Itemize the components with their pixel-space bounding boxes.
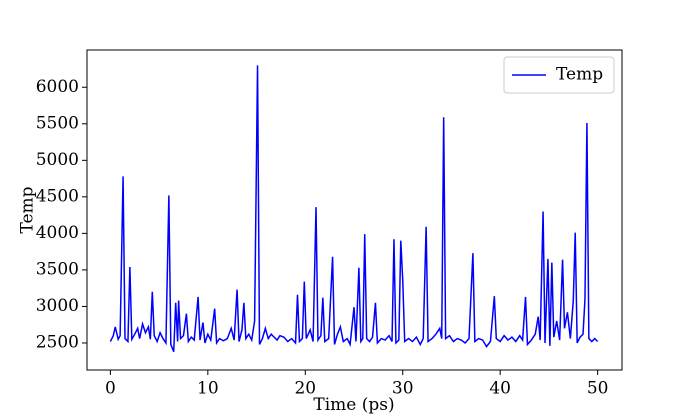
- x-tick-label: 50: [587, 379, 609, 399]
- y-tick-label: 3000: [36, 296, 79, 316]
- y-tick-label: 5500: [36, 113, 79, 133]
- x-tick-label: 10: [197, 379, 219, 399]
- x-tick-label: 30: [392, 379, 414, 399]
- y-tick-label: 5000: [36, 150, 79, 170]
- legend-box: [503, 56, 615, 94]
- y-tick-label: 3500: [36, 259, 79, 279]
- plot-frame: [86, 49, 623, 371]
- x-tick-label: 20: [294, 379, 316, 399]
- line-series: [109, 65, 599, 353]
- y-axis-label: Temp: [18, 186, 38, 233]
- x-tick-label: 0: [105, 379, 116, 399]
- y-tick-label: 6000: [36, 77, 79, 97]
- y-tick-label: 4500: [36, 186, 79, 206]
- x-axis-label: Time (ps): [313, 395, 394, 414]
- x-tick-label: 40: [489, 379, 511, 399]
- legend-label: Temp: [556, 65, 603, 85]
- y-tick-label: 2500: [36, 332, 79, 352]
- y-tick-label: 4000: [36, 223, 79, 243]
